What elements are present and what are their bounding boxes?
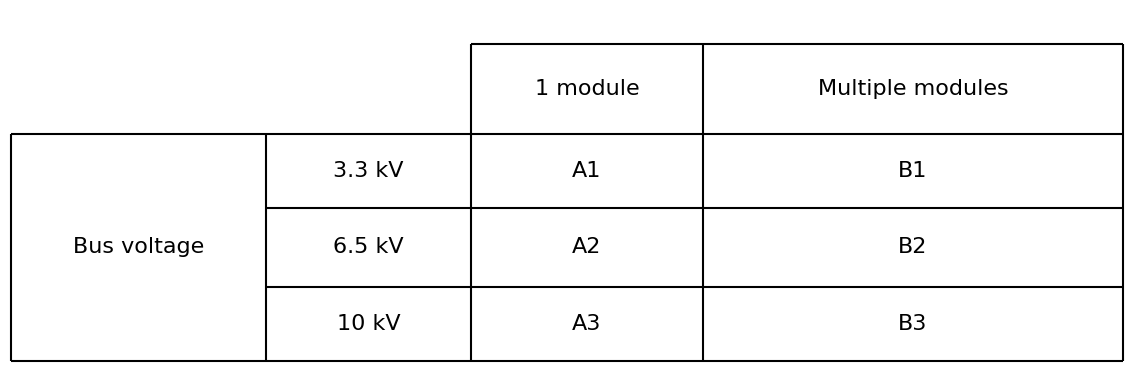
Text: A1: A1 bbox=[573, 161, 601, 181]
Text: 3.3 kV: 3.3 kV bbox=[333, 161, 404, 181]
Text: B2: B2 bbox=[898, 237, 928, 258]
Text: 1 module: 1 module bbox=[534, 79, 640, 99]
Text: B1: B1 bbox=[898, 161, 928, 181]
Text: B3: B3 bbox=[898, 314, 928, 334]
Text: A3: A3 bbox=[573, 314, 601, 334]
Text: 6.5 kV: 6.5 kV bbox=[333, 237, 404, 258]
Text: A2: A2 bbox=[573, 237, 601, 258]
Text: Bus voltage: Bus voltage bbox=[74, 237, 204, 258]
Text: 10 kV: 10 kV bbox=[337, 314, 400, 334]
Text: Multiple modules: Multiple modules bbox=[818, 79, 1008, 99]
